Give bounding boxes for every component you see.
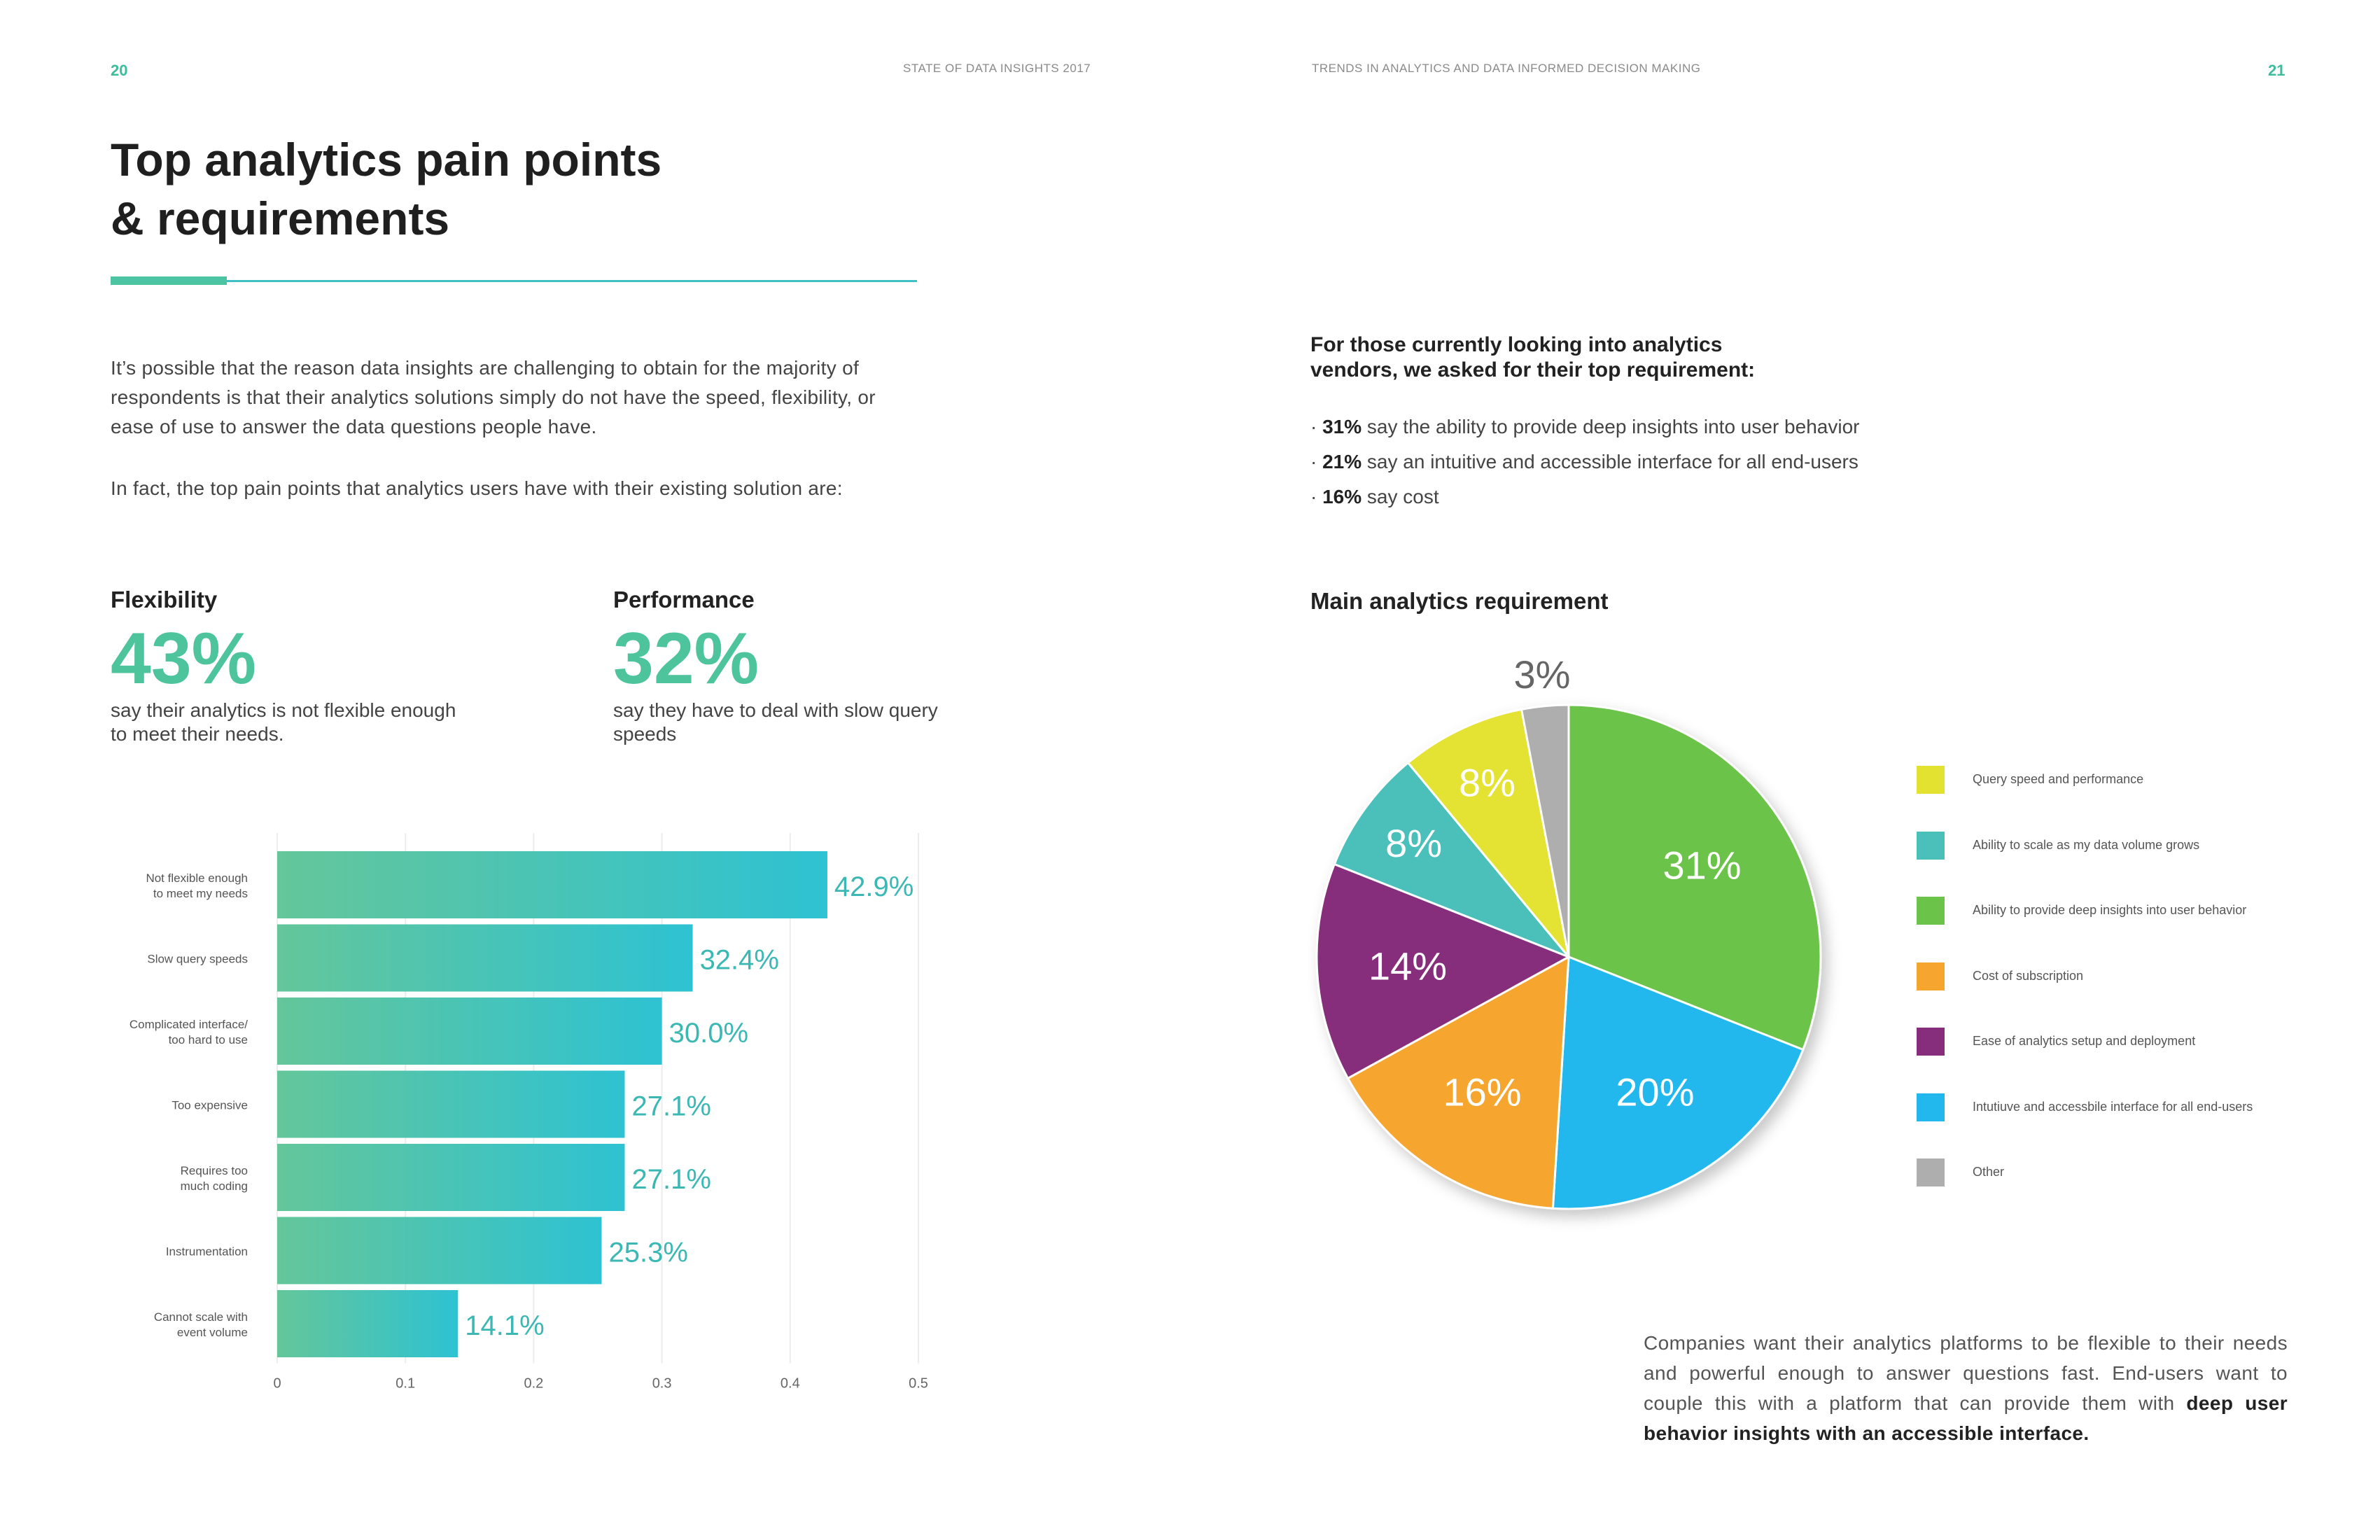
- right-running-title: TRENDS IN ANALYTICS AND DATA INFORMED DE…: [1312, 62, 1701, 75]
- pie-slice: [1567, 704, 1822, 1051]
- legend-swatch: [1917, 1028, 1945, 1056]
- bullet-pct: 16%: [1322, 486, 1362, 507]
- bullet-pct: 31%: [1322, 416, 1362, 438]
- x-tick-label: 0.2: [524, 1376, 543, 1392]
- bar-value-label: 27.1%: [631, 1091, 710, 1122]
- pie-slice: [1520, 704, 1570, 958]
- bar-value-label: 14.1%: [465, 1310, 544, 1341]
- closing-bold-text: deep user behavior insights with an acce…: [1644, 1392, 2288, 1444]
- legend-swatch: [1917, 962, 1945, 990]
- bar-category-label: Complicated interface/too hard to use: [130, 1018, 248, 1046]
- bar: [277, 1070, 625, 1138]
- pie-slice: [1315, 862, 1572, 1080]
- pie-slice-label: 20%: [1616, 1070, 1694, 1114]
- bar-category-label: Slow query speeds: [147, 953, 248, 966]
- stat-flexibility: Flexibility 43% say their analytics is n…: [111, 587, 503, 746]
- left-running-title: STATE OF DATA INSIGHTS 2017: [903, 62, 1091, 75]
- bar: [277, 997, 662, 1065]
- legend-swatch: [1917, 897, 1945, 925]
- legend-label: Other: [1973, 1165, 2005, 1179]
- legend-label: Ease of analytics setup and deployment: [1973, 1034, 2196, 1048]
- page-title-line-1: Top analytics pain points: [111, 134, 662, 186]
- bullet-text: say an intuitive and accessible interfac…: [1362, 451, 1858, 472]
- page-title-line-2: & requirements: [111, 192, 450, 244]
- pie-slice-label: 14%: [1368, 944, 1447, 988]
- bar: [277, 851, 827, 918]
- stat-value: 43%: [111, 618, 257, 699]
- legend-swatch: [1917, 1158, 1945, 1186]
- requirements-intro-line-1: For those currently looking into analyti…: [1310, 333, 1723, 356]
- pain-points-lead-in: In fact, the top pain points that analyt…: [111, 477, 843, 499]
- pie-slice-label: 3%: [1514, 658, 1571, 696]
- intro-paragraph: It’s possible that the reason data insig…: [111, 357, 876, 438]
- pie-slice-label: 16%: [1443, 1070, 1521, 1114]
- legend-swatch: [1917, 1093, 1945, 1121]
- bullet-pct: 21%: [1322, 451, 1362, 472]
- page-title: Top analytics pain points & requirements: [111, 130, 881, 248]
- x-tick-label: 0.1: [396, 1376, 415, 1392]
- title-underline-accent: [111, 276, 227, 285]
- closing-text: Companies want their analytics platforms…: [1644, 1332, 2288, 1414]
- legend-label: Ability to provide deep insights into us…: [1973, 903, 2247, 917]
- x-tick-label: 0.3: [652, 1376, 672, 1392]
- requirements-pie-chart: 31% 20% 16% 14% 8% 8% 3%: [1315, 658, 1822, 1210]
- legend-swatch: [1917, 766, 1945, 794]
- legend-label: Cost of subscription: [1973, 968, 2084, 983]
- left-page-number: 20: [111, 62, 128, 79]
- bar-category-label: Requires too much coding: [181, 1164, 248, 1193]
- x-tick-label: 0.4: [780, 1376, 800, 1392]
- bullet-text: say the ability to provide deep insights…: [1362, 416, 1860, 438]
- bullet-item: · 21% say an intuitive and accessible in…: [1310, 451, 1858, 472]
- stat-heading: Flexibility: [111, 587, 218, 612]
- bar: [277, 1290, 458, 1357]
- legend-label: Query speed and performance: [1973, 772, 2144, 786]
- requirements-bullet-list: · 31% say the ability to provide deep in…: [1310, 410, 2010, 514]
- bar-value-label: 25.3%: [608, 1238, 687, 1268]
- pie-slice-label: 8%: [1459, 760, 1516, 804]
- stat-heading: Performance: [613, 587, 755, 612]
- bar: [277, 924, 693, 992]
- bar: [277, 1144, 625, 1211]
- bullet-item: · 16% say cost: [1310, 486, 1439, 507]
- legend-label: Ability to scale as my data volume grows: [1973, 837, 2200, 852]
- bar-category-label: Instrumentation: [166, 1245, 248, 1259]
- pie-slice: [1551, 955, 1805, 1210]
- pie-slice: [1333, 761, 1570, 958]
- pie-slice-label: 31%: [1663, 843, 1742, 887]
- bar-value-label: 32.4%: [700, 945, 779, 976]
- bar-category-label: Too expensive: [172, 1099, 248, 1112]
- right-page-number: 21: [2268, 62, 2286, 79]
- bar-category-label: Not flexible enough to meet my needs: [146, 872, 248, 900]
- legend-swatch: [1917, 831, 1945, 860]
- pain-points-bar-chart: Not flexible enough to meet my needs Slow …: [130, 833, 928, 1392]
- stat-value: 32%: [613, 618, 760, 699]
- bullet-item: · 31% say the ability to provide deep in…: [1310, 416, 1860, 438]
- stat-caption: say they have to deal with slow query sp…: [613, 699, 938, 745]
- bullet-text: say cost: [1362, 486, 1439, 507]
- bar-value-label: 27.1%: [631, 1164, 710, 1195]
- pie-slice-label: 8%: [1385, 821, 1442, 865]
- x-tick-label: 0.5: [909, 1376, 928, 1392]
- title-underline: [111, 280, 917, 282]
- x-tick-label: 0: [273, 1376, 281, 1392]
- legend-label: Intutiuve and accessbile interface for a…: [1973, 1099, 2253, 1114]
- stat-performance: Performance 32% say they have to deal wi…: [613, 587, 1005, 746]
- bar-value-label: 42.9%: [834, 872, 913, 902]
- pie-chart-heading: Main analytics requirement: [1310, 588, 1609, 614]
- stat-caption: say their analytics is not flexible enou…: [111, 699, 456, 745]
- closing-paragraph: Companies want their analytics platforms…: [1644, 1328, 2288, 1448]
- bar-category-label: Cannot scale with event volume: [154, 1310, 248, 1339]
- bar-value-label: 30.0%: [669, 1018, 748, 1049]
- requirements-intro-line-2: vendors, we asked for their top requirem…: [1310, 358, 1756, 382]
- pie-slice: [1406, 708, 1570, 958]
- requirements-intro: For those currently looking into analyti…: [1310, 332, 1755, 383]
- pie-slice: [1346, 955, 1570, 1210]
- bar: [277, 1217, 602, 1284]
